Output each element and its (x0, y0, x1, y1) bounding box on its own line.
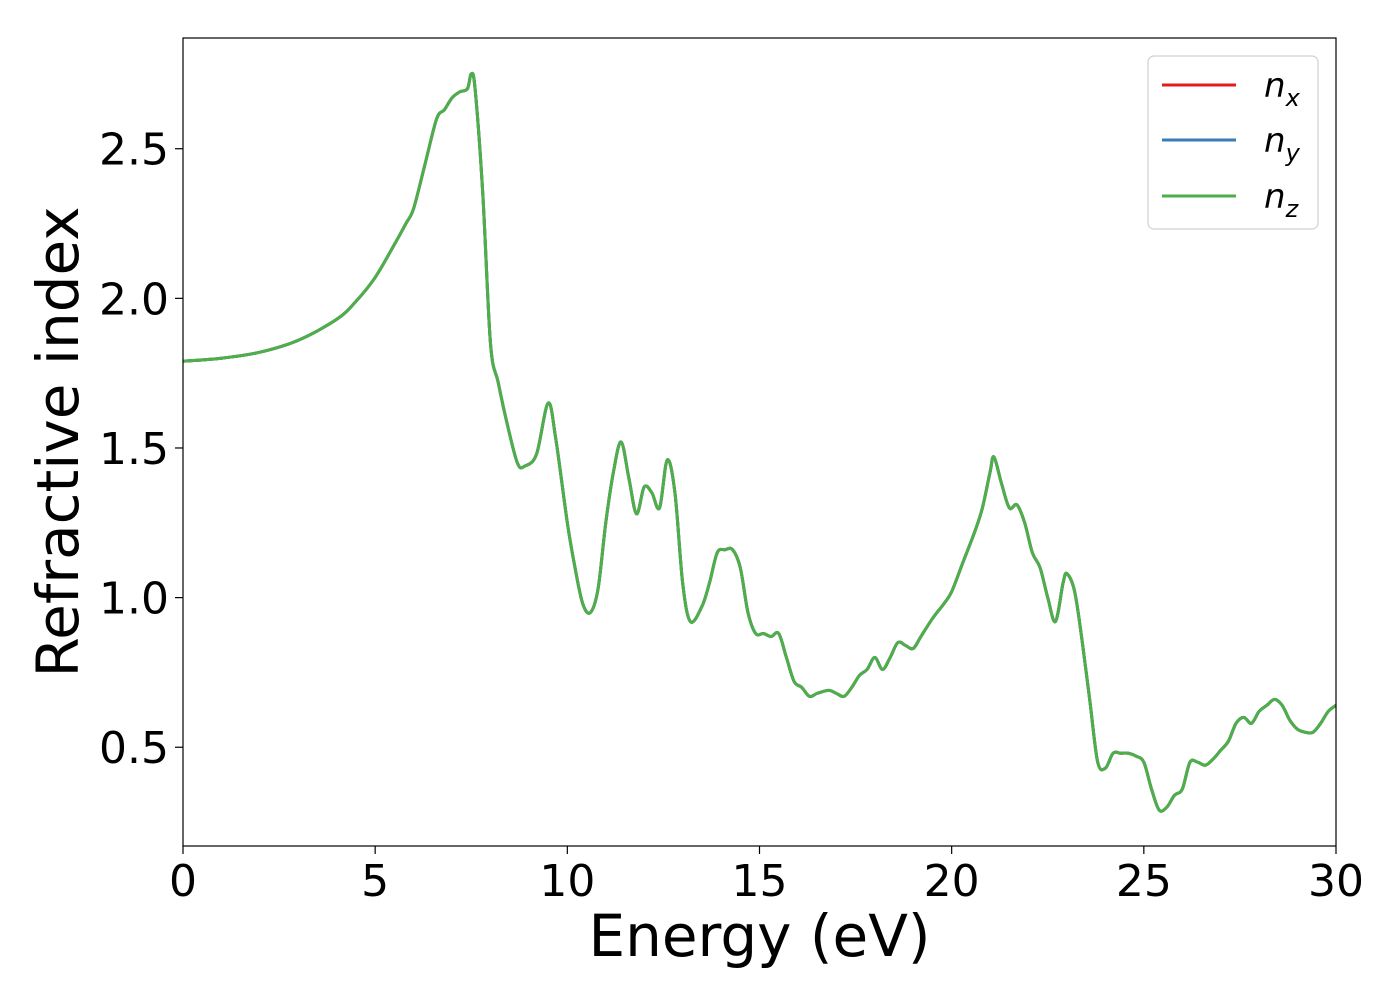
x-tick-label: 25 (1116, 856, 1172, 907)
legend-label-base: n (1264, 66, 1286, 106)
y-tick-label: 1.0 (99, 574, 169, 625)
y-axis-ticks: 0.5 1.0 1.5 2.0 2.5 (99, 125, 183, 774)
x-tick-label: 10 (539, 856, 595, 907)
y-axis-label: Refractive index (24, 206, 92, 677)
legend-item-nx: nx (1162, 66, 1301, 112)
legend-label-subscript: z (1285, 195, 1300, 223)
legend-label-subscript: y (1285, 139, 1301, 167)
legend-label: nz (1264, 177, 1300, 223)
legend-item-nz: nz (1162, 177, 1300, 223)
x-tick-label: 30 (1308, 856, 1364, 907)
series-line-nz (183, 71, 1336, 813)
x-axis-ticks: 0 5 10 15 20 25 30 (169, 846, 1364, 907)
legend-label: nx (1264, 66, 1301, 112)
x-tick-label: 20 (924, 856, 980, 907)
x-tick-label: 5 (361, 856, 389, 907)
legend-box (1147, 55, 1319, 230)
y-tick-label: 0.5 (99, 723, 169, 774)
legend-item-ny: ny (1162, 121, 1301, 167)
legend-label: ny (1264, 121, 1301, 167)
legend-label-subscript: x (1285, 84, 1301, 112)
x-axis-label: Energy (eV) (588, 902, 930, 970)
legend-label-base: n (1264, 177, 1286, 217)
series-layer (183, 71, 1336, 813)
y-tick-label: 2.5 (99, 125, 169, 176)
y-tick-label: 2.0 (99, 274, 169, 325)
x-tick-label: 15 (732, 856, 788, 907)
legend-label-base: n (1264, 121, 1286, 161)
x-tick-label: 0 (169, 856, 197, 907)
y-tick-label: 1.5 (99, 424, 169, 475)
